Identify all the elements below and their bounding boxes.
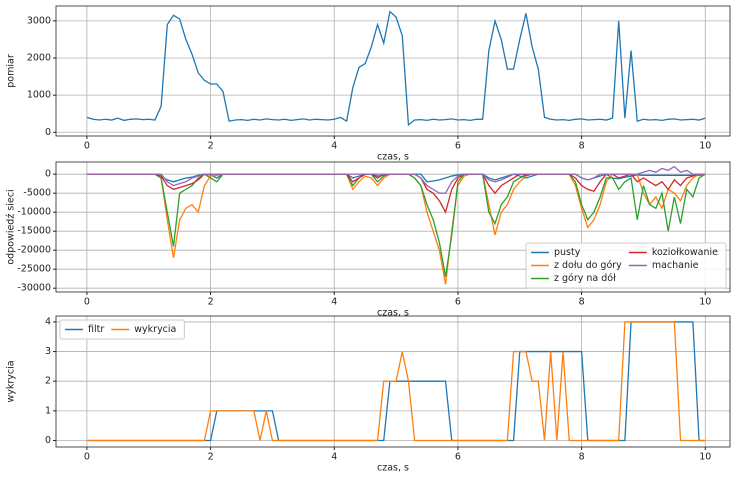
legend-label: pusty: [554, 247, 581, 258]
x-tick-label: 10: [699, 141, 711, 152]
y-tick-label: -5000: [23, 188, 51, 199]
x-tick-label: 8: [579, 297, 585, 308]
x-axis-label: czas, s: [377, 308, 409, 319]
y-tick-label: 4: [45, 316, 51, 327]
y-tick-label: -10000: [17, 207, 51, 218]
x-axis-label: czas, s: [377, 152, 409, 163]
x-tick-label: 6: [455, 452, 461, 463]
y-tick-label: -25000: [17, 264, 51, 275]
axes-frame: [55, 315, 731, 448]
x-tick-label: 8: [579, 141, 585, 152]
x-tick-label: 2: [208, 297, 214, 308]
legend: pusty z dołu do góry z góry na dół koziołko…: [525, 242, 727, 289]
y-tick-label: 1: [45, 405, 51, 416]
y-tick-label: 0: [45, 169, 51, 180]
x-tick-label: 10: [699, 297, 711, 308]
x-axis-label: czas, s: [377, 463, 409, 474]
axes-frame: [55, 5, 731, 137]
y-axis-label: wykrycia: [6, 360, 17, 402]
y-tick-label: 3: [45, 346, 51, 357]
y-tick-label: 2000: [27, 53, 51, 64]
x-tick-label: 6: [455, 297, 461, 308]
legend-label: z góry na dół: [554, 273, 616, 284]
subplot: 0 2 4 6 8 10 0 1000 2000 3000 czas, s pomiar: [6, 5, 731, 163]
y-tick-label: 3000: [27, 15, 51, 26]
x-tick-label: 10: [699, 452, 711, 463]
x-tick-label: 0: [84, 452, 90, 463]
x-tick-label: 6: [455, 141, 461, 152]
x-tick-label: 2: [208, 452, 214, 463]
y-axis-label: odpowiedź sieci: [6, 189, 17, 264]
y-tick-label: 1000: [27, 90, 51, 101]
legend-label: koziołkowanie: [652, 247, 718, 258]
y-tick-label: 2: [45, 376, 51, 387]
series-line: [86, 321, 706, 442]
y-tick-label: -20000: [17, 245, 51, 256]
series-line: [86, 10, 706, 127]
y-tick-label: 0: [45, 435, 51, 446]
legend-label: wykrycia: [134, 324, 176, 335]
y-tick-label: -30000: [17, 283, 51, 294]
axes-frame: [55, 161, 731, 293]
legend-label: filtr: [88, 324, 104, 335]
subplot: 0 2 4 6 8 10 0 -5000 -10000 -15000 -20000 -25000 -30…: [6, 161, 731, 319]
x-tick-label: 0: [84, 297, 90, 308]
subplot: 0 2 4 6 8 10 0 1 2 3 4 czas, s wykrycia filtr wykrycia: [6, 315, 731, 474]
y-tick-label: -15000: [17, 226, 51, 237]
x-tick-label: 4: [331, 452, 337, 463]
x-tick-label: 0: [84, 141, 90, 152]
legend-label: z dołu do góry: [554, 260, 622, 271]
series-line: [86, 165, 706, 194]
y-axis-label: pomiar: [6, 54, 17, 88]
x-tick-label: 8: [579, 452, 585, 463]
x-tick-label: 4: [331, 141, 337, 152]
x-tick-label: 4: [331, 297, 337, 308]
legend-box: [525, 242, 727, 289]
legend-label: machanie: [652, 260, 699, 271]
x-tick-label: 2: [208, 141, 214, 152]
legend: filtr wykrycia: [59, 319, 185, 340]
y-tick-label: 0: [45, 127, 51, 138]
